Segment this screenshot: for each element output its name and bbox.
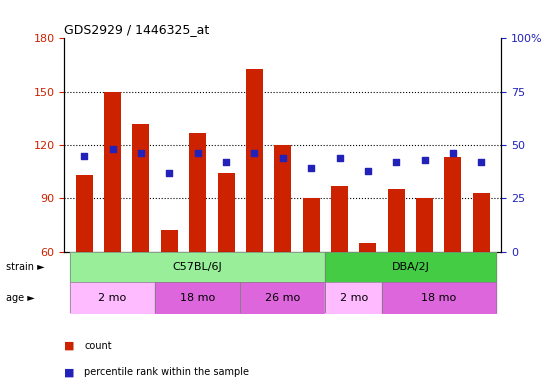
- Point: [392, 159, 401, 165]
- Point: [165, 170, 174, 176]
- Bar: [246, 69, 263, 252]
- Text: 18 mo: 18 mo: [421, 293, 456, 303]
- Bar: [133, 124, 150, 252]
- Bar: [189, 132, 206, 252]
- Bar: [360, 243, 376, 252]
- Text: strain ►: strain ►: [6, 262, 44, 272]
- Bar: [445, 157, 461, 252]
- Bar: [302, 198, 320, 252]
- Text: age ►: age ►: [6, 293, 34, 303]
- Point: [335, 155, 344, 161]
- Text: 26 mo: 26 mo: [265, 293, 300, 303]
- Point: [449, 151, 458, 157]
- Text: GDS2929 / 1446325_at: GDS2929 / 1446325_at: [64, 23, 209, 36]
- Point: [80, 152, 88, 159]
- Bar: [104, 92, 121, 252]
- Text: C57BL/6J: C57BL/6J: [173, 262, 222, 272]
- Text: ■: ■: [64, 367, 75, 377]
- Bar: [388, 189, 405, 252]
- Text: percentile rank within the sample: percentile rank within the sample: [84, 367, 249, 377]
- Point: [222, 159, 231, 165]
- Bar: [161, 230, 178, 252]
- Point: [278, 155, 287, 161]
- Point: [137, 151, 146, 157]
- Text: ■: ■: [64, 341, 75, 351]
- Point: [250, 151, 259, 157]
- Point: [193, 151, 202, 157]
- Bar: [473, 193, 490, 252]
- Point: [307, 166, 316, 172]
- Bar: [76, 175, 93, 252]
- Text: 18 mo: 18 mo: [180, 293, 216, 303]
- Bar: [218, 174, 235, 252]
- Point: [108, 146, 117, 152]
- Bar: [274, 145, 291, 252]
- Text: count: count: [84, 341, 111, 351]
- Point: [420, 157, 429, 163]
- Bar: [416, 198, 433, 252]
- Text: 2 mo: 2 mo: [339, 293, 368, 303]
- Point: [477, 159, 486, 165]
- Text: 2 mo: 2 mo: [99, 293, 127, 303]
- Text: DBA/2J: DBA/2J: [391, 262, 430, 272]
- Point: [363, 167, 372, 174]
- Bar: [331, 186, 348, 252]
